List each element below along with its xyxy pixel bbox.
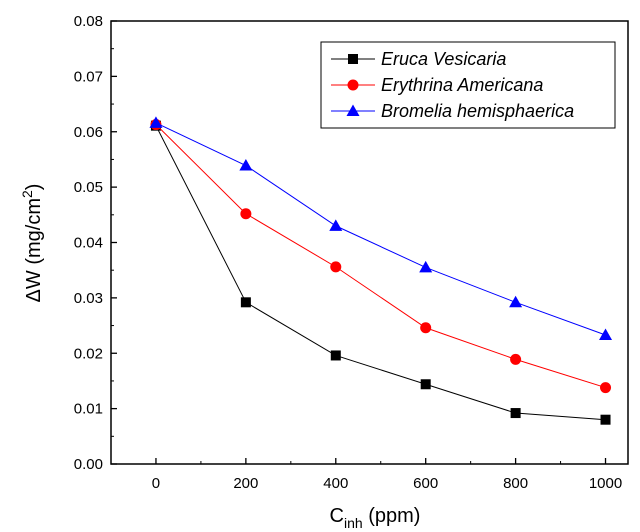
y-tick-label-0.05: 0.05 — [74, 179, 103, 196]
data-point — [329, 219, 343, 231]
y-axis-title: ΔW (mg/cm2) — [19, 184, 45, 303]
data-point — [420, 322, 432, 334]
legend-label: Eruca Vesicaria — [381, 49, 506, 69]
x-tick-label-200: 200 — [233, 475, 258, 492]
data-point — [510, 408, 521, 419]
y-tick-label-0.03: 0.03 — [74, 290, 103, 307]
x-axis-title: Cinh (ppm) — [330, 505, 421, 531]
data-point — [330, 350, 341, 361]
legend-entry: Eruca Vesicaria — [331, 49, 506, 69]
legend-label: Erythrina Americana — [381, 75, 543, 95]
x-tick-label-1000: 1000 — [589, 475, 622, 492]
series-eruca-vesicaria — [150, 120, 611, 425]
x-tick-label-800: 800 — [503, 475, 528, 492]
data-point — [599, 328, 613, 340]
legend-entry: Bromelia hemisphaerica — [331, 101, 574, 121]
x-tick-label-600: 600 — [413, 475, 438, 492]
series-line — [155, 125, 606, 421]
data-point — [510, 353, 522, 365]
x-tick-label-0: 0 — [152, 475, 160, 492]
series-bromelia-hemisphaerica — [149, 116, 613, 340]
legend-marker — [347, 79, 359, 91]
data-point — [240, 297, 251, 308]
data-point — [419, 260, 433, 273]
data-point — [239, 159, 253, 171]
series-line — [155, 124, 606, 389]
y-tick-label-0.08: 0.08 — [74, 13, 103, 30]
y-tick-label-0.00: 0.00 — [74, 456, 103, 473]
data-point — [509, 295, 523, 308]
legend-marker — [346, 104, 360, 116]
data-point — [420, 379, 431, 390]
data-point — [240, 208, 252, 220]
y-tick-label-0.06: 0.06 — [74, 124, 103, 141]
x-tick-label-400: 400 — [323, 475, 348, 492]
axes: 0 200 400 600 800 1000 0.00 0.01 0.02 0.03 0.04 0.0… — [74, 13, 629, 492]
legend-entry: Erythrina Americana — [331, 75, 543, 95]
series-layer — [149, 116, 613, 425]
y-tick-label-0.04: 0.04 — [74, 235, 103, 252]
data-point — [149, 116, 163, 128]
data-point — [600, 414, 611, 425]
series-erythrina-americana — [150, 119, 612, 394]
legend: Eruca Vesicaria Erythrina Americana Bromel… — [320, 41, 616, 129]
legend-marker — [348, 54, 358, 64]
data-point — [600, 382, 612, 394]
y-tick-label-0.01: 0.01 — [74, 401, 103, 418]
y-tick-label-0.02: 0.02 — [74, 345, 103, 362]
series-line — [155, 122, 606, 336]
y-tick-label-0.07: 0.07 — [74, 68, 103, 85]
data-point — [330, 261, 342, 273]
legend-label: Bromelia hemisphaerica — [381, 101, 574, 121]
